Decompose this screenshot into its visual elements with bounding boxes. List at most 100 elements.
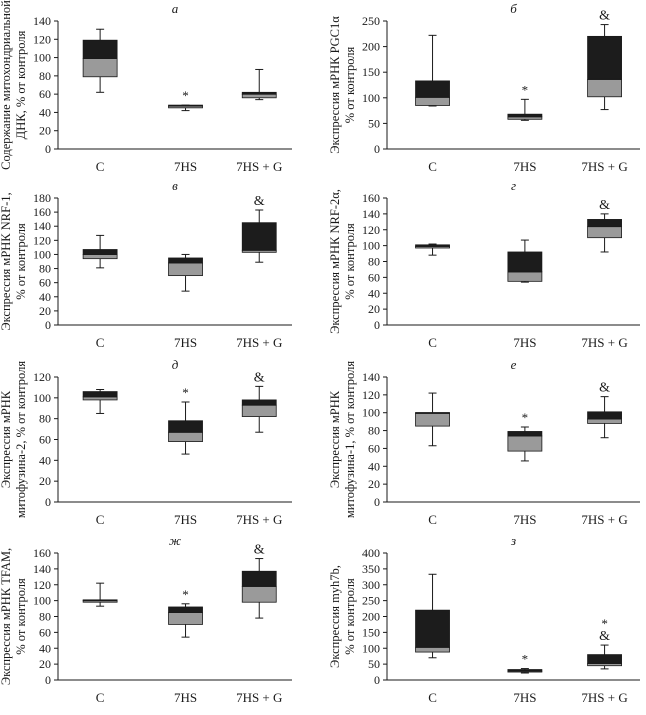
box-lower-quartile	[241, 93, 277, 99]
y-tick-label: 160	[33, 546, 51, 560]
x-tick-label: C	[96, 512, 105, 527]
y-axis-label: % от контроля	[14, 578, 28, 655]
box-lower-quartile	[241, 404, 277, 417]
significance-mark: *	[182, 88, 189, 103]
box-7HSG: &	[241, 370, 277, 433]
y-tick-label: 150	[362, 65, 380, 79]
box-7HS: *	[507, 410, 543, 462]
y-tick-label: 40	[368, 286, 380, 300]
box-C	[415, 243, 450, 256]
y-tick-label: 300	[362, 578, 380, 592]
y-tick-label: 0	[45, 318, 51, 332]
x-tick-label: 7HS + G	[581, 512, 627, 527]
y-tick-label: 60	[368, 441, 380, 455]
y-tick-label: 100	[362, 641, 380, 655]
box-7HSG: &	[241, 543, 277, 619]
box-7HS: *	[507, 82, 543, 121]
x-tick-label: C	[428, 690, 437, 705]
panel-letter: в	[172, 178, 178, 193]
significance-mark: &	[254, 370, 265, 385]
y-tick-label: 150	[362, 625, 380, 639]
y-tick-label: 120	[33, 32, 51, 46]
box-C	[415, 392, 450, 447]
y-tick-label: 40	[39, 641, 51, 655]
significance-mark: &	[254, 543, 265, 558]
y-axis-label: % от контроля	[343, 223, 357, 300]
y-tick-label: 80	[39, 610, 51, 624]
y-tick-label: 40	[39, 453, 51, 467]
box-7HS: *	[168, 88, 203, 112]
box-lower-quartile	[587, 418, 622, 424]
box-upper-quartile	[587, 219, 622, 227]
y-tick-label: 0	[45, 142, 51, 156]
box-C	[82, 28, 118, 93]
y-tick-label: 200	[362, 610, 380, 624]
y-axis-label: Экспрессия мРНК PGC1α	[328, 16, 342, 154]
box-C	[82, 234, 118, 269]
y-tick-label: 80	[39, 69, 51, 83]
panel-2: 0 50 100 150 200 250 б Экспрессия мРНК PGC1α% о…	[328, 1, 640, 174]
x-tick-label: C	[96, 159, 105, 174]
y-tick-label: 0	[45, 495, 51, 509]
y-tick-label: 50	[368, 657, 380, 671]
x-tick-label: C	[428, 512, 437, 527]
y-tick-label: 20	[39, 474, 51, 488]
y-tick-label: 20	[39, 304, 51, 318]
box-upper-quartile	[82, 391, 118, 398]
y-tick-label: 20	[368, 302, 380, 316]
y-tick-label: 100	[33, 594, 51, 608]
x-tick-label: 7HS + G	[581, 690, 627, 705]
y-axis-label: митофузина-1, % от контроля	[343, 361, 357, 518]
box-7HS: *	[507, 652, 543, 674]
box-C	[82, 582, 118, 607]
significance-mark: *	[601, 616, 608, 631]
y-tick-label: 40	[368, 459, 380, 473]
y-tick-label: 180	[33, 191, 51, 205]
y-tick-label: 100	[362, 91, 380, 105]
y-tick-label: 0	[374, 142, 380, 156]
box-7HS	[168, 253, 203, 292]
y-tick-label: 60	[39, 87, 51, 101]
box-upper-quartile	[507, 431, 543, 437]
significance-mark: *	[522, 652, 529, 667]
y-tick-label: 100	[33, 51, 51, 65]
significance-mark: &	[599, 629, 610, 644]
box-7HSG: &	[587, 9, 622, 111]
y-tick-label: 80	[368, 424, 380, 438]
x-tick-label: C	[428, 335, 437, 350]
box-upper-quartile	[82, 249, 118, 255]
box-C	[415, 573, 450, 659]
y-tick-label: 50	[368, 116, 380, 130]
y-tick-label: 100	[362, 239, 380, 253]
y-tick-label: 350	[362, 562, 380, 576]
y-axis-label: % от контроля	[14, 223, 28, 300]
box-lower-quartile	[82, 58, 118, 78]
x-tick-label: 7HS + G	[236, 335, 282, 350]
x-tick-label: C	[428, 159, 437, 174]
y-tick-label: 140	[33, 562, 51, 576]
y-tick-label: 250	[362, 594, 380, 608]
significance-mark: &	[599, 381, 610, 396]
box-C	[415, 34, 450, 107]
box-lower-quartile	[241, 585, 277, 603]
box-7HS: *	[168, 587, 203, 638]
x-tick-label: C	[96, 335, 105, 350]
box-upper-quartile	[415, 609, 450, 648]
box-7HSG: &	[587, 381, 622, 439]
x-tick-label: 7HS + G	[236, 512, 282, 527]
y-tick-label: 80	[39, 412, 51, 426]
x-tick-label: C	[96, 690, 105, 705]
box-C	[82, 389, 118, 414]
y-axis-label: % от контроля	[343, 46, 357, 123]
significance-mark: *	[182, 385, 189, 400]
x-tick-label: 7HS	[174, 512, 197, 527]
box-lower-quartile	[168, 612, 203, 625]
x-tick-label: 7HS	[513, 512, 536, 527]
box-lower-quartile	[168, 262, 203, 277]
box-7HSG: &	[241, 194, 277, 263]
box-7HSG: &	[587, 198, 622, 253]
y-tick-label: 140	[33, 219, 51, 233]
box-upper-quartile	[168, 420, 203, 433]
